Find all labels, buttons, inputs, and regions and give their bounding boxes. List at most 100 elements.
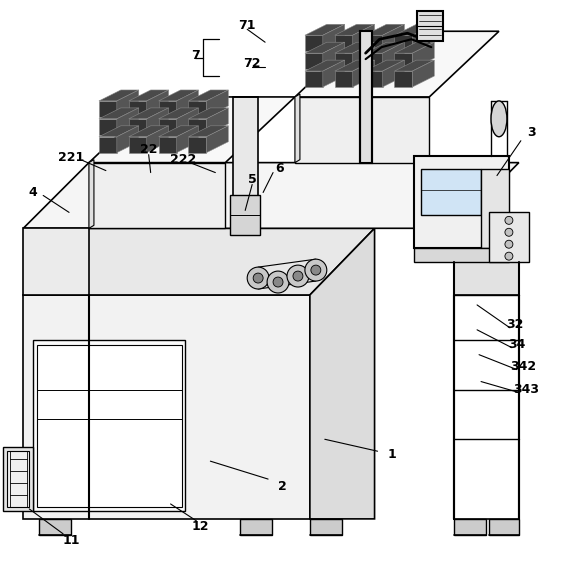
Polygon shape [33, 340, 185, 511]
Polygon shape [158, 126, 198, 137]
Circle shape [311, 265, 321, 275]
Polygon shape [305, 71, 323, 87]
Text: 343: 343 [513, 383, 539, 396]
Polygon shape [99, 108, 139, 119]
Text: 6: 6 [276, 162, 284, 175]
Polygon shape [158, 119, 177, 135]
Polygon shape [158, 137, 177, 153]
Polygon shape [158, 108, 198, 119]
Polygon shape [414, 155, 509, 248]
Polygon shape [335, 35, 353, 51]
Polygon shape [323, 42, 345, 69]
Polygon shape [117, 108, 139, 135]
Polygon shape [3, 447, 33, 511]
Polygon shape [206, 126, 228, 153]
Polygon shape [422, 169, 481, 215]
Polygon shape [89, 97, 295, 162]
Polygon shape [117, 126, 139, 153]
Circle shape [305, 259, 327, 281]
Text: 71: 71 [239, 19, 256, 32]
Text: 1: 1 [387, 448, 396, 461]
Polygon shape [129, 137, 146, 153]
Polygon shape [353, 42, 375, 69]
Text: 5: 5 [248, 173, 256, 186]
Polygon shape [364, 71, 383, 87]
Circle shape [273, 277, 283, 287]
Polygon shape [353, 24, 375, 51]
Polygon shape [158, 90, 198, 101]
Polygon shape [189, 108, 228, 119]
Polygon shape [383, 24, 404, 51]
Polygon shape [295, 97, 430, 162]
Polygon shape [129, 101, 146, 117]
Polygon shape [189, 137, 206, 153]
Circle shape [505, 240, 513, 248]
Polygon shape [23, 162, 519, 229]
Polygon shape [364, 60, 404, 71]
Polygon shape [395, 35, 412, 51]
Polygon shape [395, 42, 434, 53]
Polygon shape [335, 71, 353, 87]
Polygon shape [412, 42, 434, 69]
Polygon shape [37, 345, 181, 507]
Polygon shape [189, 126, 228, 137]
Text: 12: 12 [192, 520, 209, 534]
Polygon shape [23, 229, 89, 295]
Polygon shape [335, 42, 375, 53]
Circle shape [267, 271, 289, 293]
Polygon shape [99, 101, 117, 117]
Ellipse shape [491, 101, 507, 137]
Polygon shape [23, 295, 310, 519]
Polygon shape [189, 90, 228, 101]
Polygon shape [383, 60, 404, 87]
Text: 221: 221 [58, 151, 84, 164]
Polygon shape [177, 90, 198, 117]
Polygon shape [99, 137, 117, 153]
Polygon shape [335, 60, 375, 71]
Polygon shape [129, 90, 169, 101]
Polygon shape [23, 229, 375, 295]
Text: 32: 32 [506, 318, 523, 331]
Polygon shape [231, 195, 260, 235]
Polygon shape [117, 90, 139, 117]
Text: 3: 3 [527, 126, 536, 139]
Polygon shape [335, 24, 375, 35]
Polygon shape [395, 53, 412, 69]
Polygon shape [206, 90, 228, 117]
Circle shape [505, 252, 513, 260]
Polygon shape [146, 108, 169, 135]
Polygon shape [414, 248, 509, 262]
Polygon shape [310, 229, 375, 519]
Polygon shape [323, 24, 345, 51]
Circle shape [247, 267, 269, 289]
Polygon shape [412, 24, 434, 51]
Polygon shape [305, 24, 345, 35]
Polygon shape [305, 60, 345, 71]
Polygon shape [323, 60, 345, 87]
Polygon shape [295, 31, 499, 97]
Text: 342: 342 [510, 360, 536, 373]
Text: 222: 222 [170, 153, 197, 166]
Polygon shape [89, 160, 94, 229]
Polygon shape [146, 90, 169, 117]
Text: 34: 34 [508, 338, 526, 351]
Polygon shape [158, 101, 177, 117]
Polygon shape [99, 119, 117, 135]
Polygon shape [99, 126, 139, 137]
Polygon shape [412, 60, 434, 87]
Polygon shape [305, 35, 323, 51]
Polygon shape [7, 451, 29, 507]
Polygon shape [99, 90, 139, 101]
Polygon shape [240, 519, 272, 535]
Text: 4: 4 [29, 186, 38, 199]
Polygon shape [206, 108, 228, 135]
Polygon shape [383, 42, 404, 69]
Polygon shape [129, 108, 169, 119]
Polygon shape [489, 519, 519, 535]
Circle shape [287, 265, 309, 287]
Polygon shape [305, 53, 323, 69]
Polygon shape [177, 126, 198, 153]
Polygon shape [353, 60, 375, 87]
Text: 22: 22 [140, 143, 157, 156]
Polygon shape [335, 53, 353, 69]
